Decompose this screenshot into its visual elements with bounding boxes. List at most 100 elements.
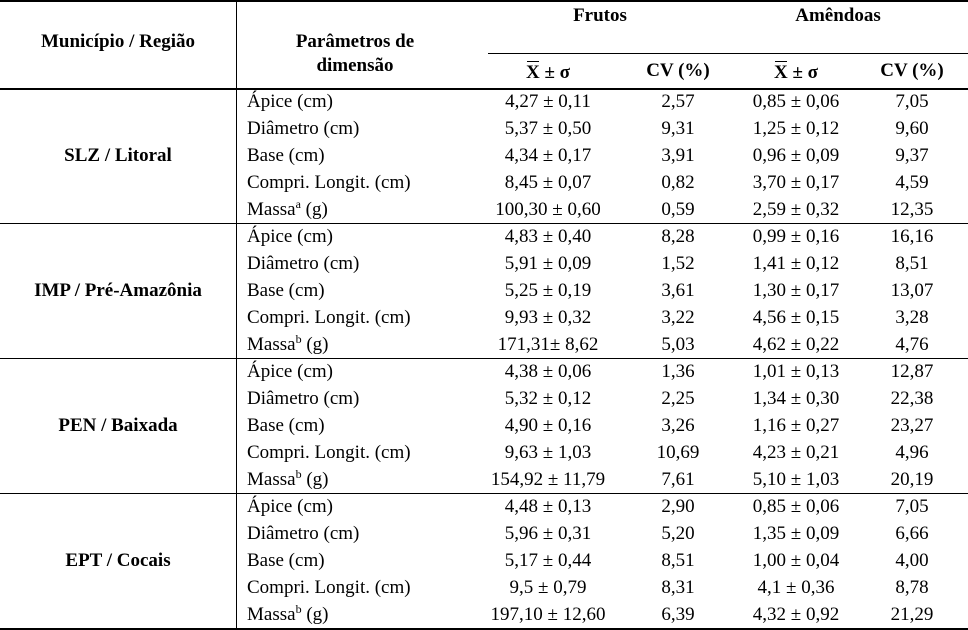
frutos-mean-cell: 5,91 ± 0,09 — [504, 253, 592, 274]
frutos-cv-cell: 2,57 — [661, 91, 695, 112]
table-top-rule — [0, 0, 968, 2]
frutos-mean-cell: 100,30 ± 0,60 — [495, 199, 601, 220]
frutos-mean-cell: 9,63 ± 1,03 — [504, 442, 592, 463]
frutos-mean-cell: 4,27 ± 0,11 — [505, 91, 591, 112]
parameter-label: Ápice (cm) — [247, 494, 333, 520]
parameter-name: Diâmetro (cm) — [247, 253, 360, 274]
group-divider-2 — [0, 358, 968, 359]
frutos-cv-cell: 0,59 — [661, 199, 695, 220]
group-divider-1 — [0, 223, 968, 224]
frutos-mean-cell: 4,48 ± 0,13 — [504, 496, 592, 517]
parameter-name: Base (cm) — [247, 550, 325, 571]
amendoas-mean-cell: 3,70 ± 0,17 — [752, 172, 840, 193]
frutos-cv-cell: 6,39 — [661, 604, 695, 625]
amendoas-mean-cell: 1,00 ± 0,04 — [752, 550, 840, 571]
parameter-label: Base (cm) — [247, 548, 325, 574]
parameter-label: Diâmetro (cm) — [247, 521, 359, 547]
parameter-unit: (g) — [300, 199, 328, 220]
frutos-cv-cell: 3,61 — [661, 280, 695, 301]
amendoas-mean-cell: 0,99 ± 0,16 — [752, 226, 840, 247]
parameter-label: Base (cm) — [247, 278, 325, 304]
amendoas-mean-cell: 1,25 ± 0,12 — [752, 118, 840, 139]
parameter-footnote-mark: b — [295, 332, 302, 346]
column-divider — [236, 0, 237, 630]
frutos-mean-cell: 5,37 ± 0,50 — [504, 118, 592, 139]
header-frutos-mean: X ± σ — [468, 60, 628, 86]
parameter-name: Ápice (cm) — [247, 91, 333, 112]
parameter-label: Ápice (cm) — [247, 89, 333, 115]
amendoas-cv-cell: 4,96 — [895, 442, 929, 463]
parameter-label: Diâmetro (cm) — [247, 251, 359, 277]
parameter-name: Diâmetro (cm) — [247, 523, 360, 544]
parameter-name: Massa — [247, 604, 296, 625]
amendoas-cv-cell: 8,51 — [895, 253, 929, 274]
frutos-cv-cell: 3,91 — [661, 145, 695, 166]
parameter-footnote-mark: b — [295, 602, 302, 616]
frutos-cv-cell: 8,28 — [661, 226, 695, 247]
parameter-name: Massa — [247, 469, 296, 490]
frutos-mean-cell: 5,32 ± 0,12 — [504, 388, 592, 409]
frutos-cv-cell: 2,90 — [661, 496, 695, 517]
amendoas-cv-cell: 3,28 — [895, 307, 929, 328]
frutos-cv-cell: 1,52 — [661, 253, 695, 274]
header-parametros-line2: dimensão — [316, 55, 394, 76]
header-amendoas-mean: X ± σ — [716, 60, 876, 86]
parameter-label: Massaa (g) — [247, 197, 328, 223]
parameter-name: Ápice (cm) — [247, 361, 333, 382]
frutos-mean-cell: 9,93 ± 0,32 — [504, 307, 592, 328]
frutos-cv-cell: 7,61 — [661, 469, 695, 490]
parameter-name: Compri. Longit. (cm) — [247, 307, 411, 328]
parameter-name: Ápice (cm) — [247, 496, 333, 517]
parameter-label: Diâmetro (cm) — [247, 116, 359, 142]
mean-symbol: X — [526, 60, 540, 86]
frutos-cv-cell: 8,31 — [661, 577, 695, 598]
header-group-amendoas: Amêndoas — [795, 5, 881, 26]
parameter-name: Ápice (cm) — [247, 226, 333, 247]
amendoas-cv-cell: 8,78 — [895, 577, 929, 598]
amendoas-cv-cell: 7,05 — [895, 91, 929, 112]
frutos-cv-cell: 5,20 — [661, 523, 695, 544]
frutos-mean-cell: 9,5 ± 0,79 — [509, 577, 587, 598]
parameter-label: Base (cm) — [247, 143, 325, 169]
header-amendoas-cv: CV (%) — [880, 60, 944, 81]
amendoas-mean-cell: 4,32 ± 0,92 — [752, 604, 840, 625]
amendoas-cv-cell: 20,19 — [890, 469, 934, 490]
amendoas-cv-cell: 6,66 — [895, 523, 929, 544]
frutos-mean-cell: 4,38 ± 0,06 — [504, 361, 592, 382]
frutos-mean-cell: 154,92 ± 11,79 — [490, 469, 606, 490]
parameter-footnote-mark: a — [295, 197, 301, 211]
parameter-name: Compri. Longit. (cm) — [247, 577, 411, 598]
amendoas-mean-cell: 1,01 ± 0,13 — [752, 361, 840, 382]
parameter-name: Base (cm) — [247, 280, 325, 301]
frutos-mean-cell: 4,83 ± 0,40 — [504, 226, 592, 247]
parameter-name: Base (cm) — [247, 145, 325, 166]
amendoas-mean-cell: 1,16 ± 0,27 — [752, 415, 840, 436]
frutos-cv-cell: 3,22 — [661, 307, 695, 328]
amendoas-cv-cell: 7,05 — [895, 496, 929, 517]
parameter-unit: (g) — [301, 469, 329, 490]
amendoas-cv-cell: 12,35 — [890, 199, 934, 220]
amendoas-mean-cell: 0,96 ± 0,09 — [752, 145, 840, 166]
amendoas-mean-cell: 1,30 ± 0,17 — [752, 280, 840, 301]
parameter-name: Massa — [247, 334, 296, 355]
amendoas-cv-cell: 12,87 — [890, 361, 934, 382]
parameter-unit: (g) — [301, 604, 329, 625]
parameter-label: Ápice (cm) — [247, 359, 333, 385]
frutos-mean-cell: 4,34 ± 0,17 — [504, 145, 592, 166]
header-frutos-cv: CV (%) — [646, 60, 710, 81]
frutos-cv-cell: 10,69 — [656, 442, 700, 463]
amendoas-mean-cell: 4,56 ± 0,15 — [752, 307, 840, 328]
frutos-mean-cell: 171,31± 8,62 — [497, 334, 599, 355]
amendoas-mean-cell: 1,41 ± 0,12 — [752, 253, 840, 274]
amendoas-cv-cell: 4,76 — [895, 334, 929, 355]
frutos-mean-cell: 8,45 ± 0,07 — [504, 172, 592, 193]
amendoas-cv-cell: 9,37 — [895, 145, 929, 166]
amendoas-cv-cell: 13,07 — [890, 280, 934, 301]
frutos-mean-cell: 5,96 ± 0,31 — [504, 523, 592, 544]
pm-sigma: ± σ — [792, 62, 818, 83]
amendoas-cv-cell: 4,59 — [895, 172, 929, 193]
parameter-name: Compri. Longit. (cm) — [247, 442, 411, 463]
frutos-mean-cell: 5,17 ± 0,44 — [504, 550, 592, 571]
pm-sigma: ± σ — [544, 62, 570, 83]
municipio-label: EPT / Cocais — [65, 550, 171, 571]
